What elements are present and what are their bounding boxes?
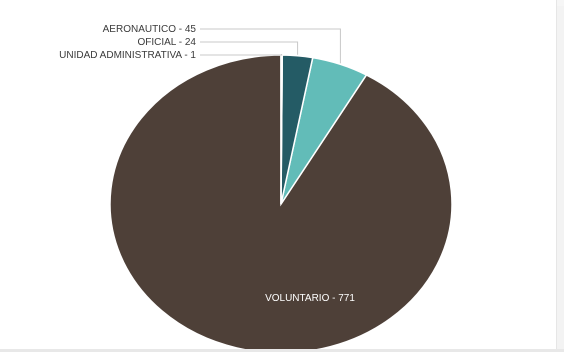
leader-line-oficial	[200, 41, 299, 55]
leader-line-aeronautico	[200, 28, 341, 64]
slice-label-oficial: OFICIAL - 24	[137, 37, 196, 48]
pie-labels: VOLUNTARIO - 771 AERONAUTICO - 45 OFICIAL …	[59, 24, 355, 304]
bottom-divider	[0, 349, 564, 352]
slice-label-voluntario: VOLUNTARIO - 771	[265, 293, 355, 304]
pie-slices	[109, 54, 453, 352]
leader-line-unidad-administrativa	[200, 53, 283, 56]
slice-label-unidad-administrativa: UNIDAD ADMINISTRATIVA - 1	[59, 50, 196, 61]
slice-label-aeronautico: AERONAUTICO - 45	[103, 24, 197, 35]
